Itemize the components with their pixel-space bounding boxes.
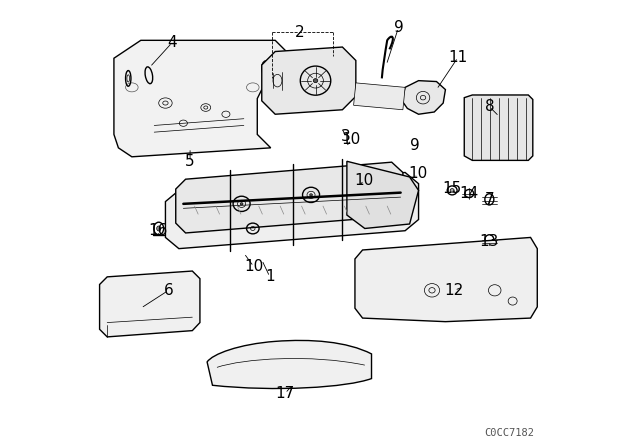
Polygon shape (100, 271, 200, 337)
Text: 9: 9 (410, 138, 420, 153)
Text: 17: 17 (275, 386, 294, 401)
Text: 5: 5 (185, 154, 195, 169)
Text: 10: 10 (244, 259, 263, 274)
Text: 9: 9 (394, 20, 403, 35)
Text: 10: 10 (408, 166, 428, 181)
Polygon shape (353, 83, 405, 110)
Text: 12: 12 (445, 283, 464, 298)
Polygon shape (114, 40, 289, 157)
Text: 7: 7 (484, 192, 494, 207)
Polygon shape (176, 162, 403, 233)
Text: 4: 4 (167, 35, 177, 50)
Text: 6: 6 (164, 283, 173, 298)
Text: 13: 13 (479, 233, 499, 249)
Text: 3: 3 (341, 129, 351, 144)
Text: 14: 14 (459, 186, 478, 201)
Text: 11: 11 (449, 50, 468, 65)
Polygon shape (355, 237, 538, 322)
Ellipse shape (240, 202, 243, 205)
Polygon shape (402, 81, 445, 114)
Polygon shape (347, 161, 419, 228)
Polygon shape (464, 95, 532, 160)
Ellipse shape (450, 189, 454, 192)
Ellipse shape (314, 78, 317, 82)
Text: C0CC7182: C0CC7182 (484, 428, 534, 438)
Text: 15: 15 (442, 181, 462, 196)
Polygon shape (262, 47, 356, 114)
Text: 1: 1 (265, 269, 275, 284)
Text: 16: 16 (148, 223, 168, 238)
Text: 10: 10 (355, 172, 374, 188)
Polygon shape (165, 172, 419, 249)
Ellipse shape (157, 226, 161, 231)
PathPatch shape (207, 340, 371, 388)
Ellipse shape (310, 194, 312, 196)
Text: 8: 8 (484, 99, 494, 114)
Text: 2: 2 (295, 25, 305, 40)
Text: 10: 10 (342, 132, 361, 147)
